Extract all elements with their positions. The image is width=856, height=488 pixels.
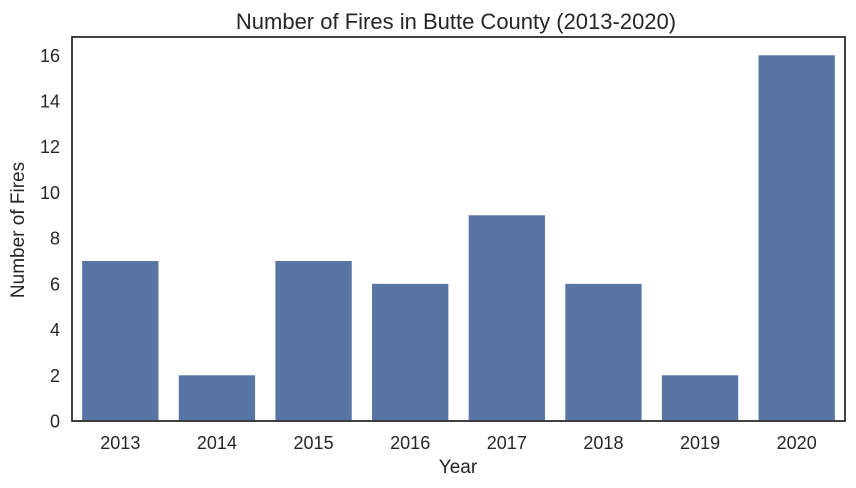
bar-2015 bbox=[275, 261, 352, 421]
x-tick-label: 2020 bbox=[777, 433, 817, 453]
chart-title: Number of Fires in Butte County (2013-20… bbox=[236, 9, 676, 34]
bar-2013 bbox=[82, 261, 159, 421]
x-tick-label: 2018 bbox=[583, 433, 623, 453]
y-tick-label: 2 bbox=[50, 366, 60, 386]
y-tick-label: 10 bbox=[40, 183, 60, 203]
y-tick-label: 16 bbox=[40, 46, 60, 66]
y-tick-label: 12 bbox=[40, 137, 60, 157]
x-tick-label: 2016 bbox=[390, 433, 430, 453]
plot-border bbox=[71, 36, 846, 422]
x-tick-label: 2013 bbox=[100, 433, 140, 453]
plot-area bbox=[71, 36, 846, 422]
y-axis: 0 2 4 6 8 10 12 14 16 bbox=[40, 46, 60, 432]
y-tick-label: 4 bbox=[50, 320, 60, 340]
y-tick-label: 6 bbox=[50, 274, 60, 294]
y-axis-title: Number of Fires bbox=[8, 162, 29, 298]
bars-group bbox=[71, 36, 846, 422]
bar-2017 bbox=[468, 215, 545, 421]
bar-2018 bbox=[565, 283, 642, 421]
y-tick-label: 14 bbox=[40, 92, 60, 112]
x-axis: 2013 2014 2015 2016 2017 2018 2019 2020 bbox=[100, 433, 816, 453]
x-tick-label: 2019 bbox=[680, 433, 720, 453]
y-tick-label: 8 bbox=[50, 229, 60, 249]
bar-2016 bbox=[372, 283, 449, 421]
bar-2019 bbox=[661, 375, 739, 421]
x-tick-label: 2015 bbox=[294, 433, 334, 453]
x-tick-label: 2014 bbox=[197, 433, 237, 453]
bar-2020 bbox=[758, 55, 835, 421]
x-axis-title: Year bbox=[439, 457, 478, 478]
x-tick-label: 2017 bbox=[487, 433, 527, 453]
bar-2014 bbox=[178, 375, 256, 421]
y-tick-label: 0 bbox=[50, 412, 60, 432]
plot-frame bbox=[71, 36, 846, 422]
